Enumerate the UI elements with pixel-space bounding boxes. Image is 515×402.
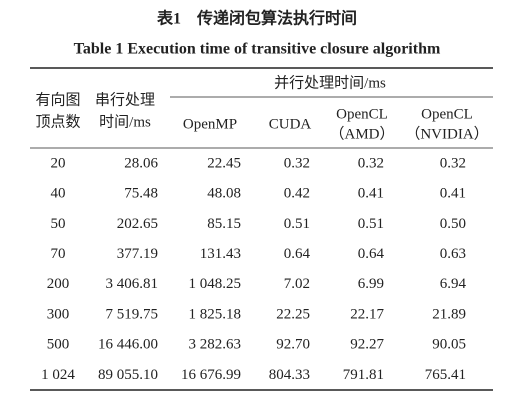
table-cell: 28.06 bbox=[124, 155, 158, 171]
caption-en: Table 1 Execution time of transitive clo… bbox=[74, 41, 441, 58]
table-cell: 0.32 bbox=[440, 155, 466, 171]
table-cell: 16 676.99 bbox=[181, 367, 241, 383]
parallel-header: 并行处理时间/ms bbox=[274, 74, 386, 91]
table-cell: 7.02 bbox=[284, 276, 310, 292]
table-cell: 791.81 bbox=[343, 367, 384, 383]
table-cell: 89 055.10 bbox=[98, 367, 158, 383]
table-cell: 0.64 bbox=[284, 246, 311, 262]
table-cell: 48.08 bbox=[207, 186, 241, 202]
table-cell: 22.45 bbox=[207, 155, 241, 171]
table-cell: 6.94 bbox=[440, 276, 467, 292]
table-cell: 16 446.00 bbox=[98, 337, 158, 353]
table-cell: 1 048.25 bbox=[189, 276, 242, 292]
table-cell: 0.32 bbox=[284, 155, 310, 171]
table-cell: 50 bbox=[51, 216, 66, 232]
table-cell: 22.25 bbox=[276, 306, 310, 322]
table-cell: 70 bbox=[51, 246, 66, 262]
caption-cn: 表1 传递闭包算法执行时间 bbox=[156, 9, 357, 28]
header-cell: 时间/ms bbox=[99, 113, 151, 130]
table-cell: 22.17 bbox=[350, 306, 384, 322]
table-cell: 21.89 bbox=[432, 306, 466, 322]
table-cell: 0.41 bbox=[358, 186, 384, 202]
table-cell: 500 bbox=[47, 337, 70, 353]
table-cell: 804.33 bbox=[269, 367, 310, 383]
table-cell: 0.42 bbox=[284, 186, 310, 202]
table-cell: 92.70 bbox=[276, 337, 310, 353]
header-cell: CUDA bbox=[269, 116, 312, 132]
table-cell: 6.99 bbox=[358, 276, 384, 292]
table-cell: 0.51 bbox=[284, 216, 310, 232]
header-cell: OpenCL bbox=[336, 106, 388, 122]
table-cell: 1 825.18 bbox=[189, 306, 242, 322]
header-cell: 串行处理 bbox=[95, 91, 155, 108]
table-cell: 0.51 bbox=[358, 216, 384, 232]
table-cell: 0.64 bbox=[358, 246, 385, 262]
table-cell: 3 282.63 bbox=[189, 337, 242, 353]
table-cell: 200 bbox=[47, 276, 70, 292]
table-cell: 202.65 bbox=[117, 216, 158, 232]
table-cell: 40 bbox=[51, 186, 66, 202]
table-cell: 7 519.75 bbox=[106, 306, 159, 322]
table-cell: 90.05 bbox=[432, 337, 466, 353]
table-cell: 0.32 bbox=[358, 155, 384, 171]
table-cell: 0.41 bbox=[440, 186, 466, 202]
header-cell: （AMD） bbox=[329, 125, 394, 142]
table-cell: 765.41 bbox=[425, 367, 466, 383]
header-cell: 有向图 bbox=[35, 91, 80, 108]
header-cell: OpenCL bbox=[421, 106, 473, 122]
table-cell: 131.43 bbox=[200, 246, 241, 262]
table-cell: 3 406.81 bbox=[106, 276, 159, 292]
table-cell: 300 bbox=[47, 306, 70, 322]
table-cell: 75.48 bbox=[124, 186, 158, 202]
header-cell: OpenMP bbox=[183, 116, 237, 132]
header-cell: 顶点数 bbox=[35, 113, 80, 130]
table-cell: 377.19 bbox=[117, 246, 158, 262]
table-cell: 85.15 bbox=[207, 216, 241, 232]
table-cell: 92.27 bbox=[350, 337, 384, 353]
table-cell: 1 024 bbox=[41, 367, 75, 383]
table-cell: 20 bbox=[51, 155, 66, 171]
table-cell: 0.63 bbox=[440, 246, 466, 262]
table-cell: 0.50 bbox=[440, 216, 466, 232]
header-cell: （NVIDIA） bbox=[405, 125, 488, 142]
